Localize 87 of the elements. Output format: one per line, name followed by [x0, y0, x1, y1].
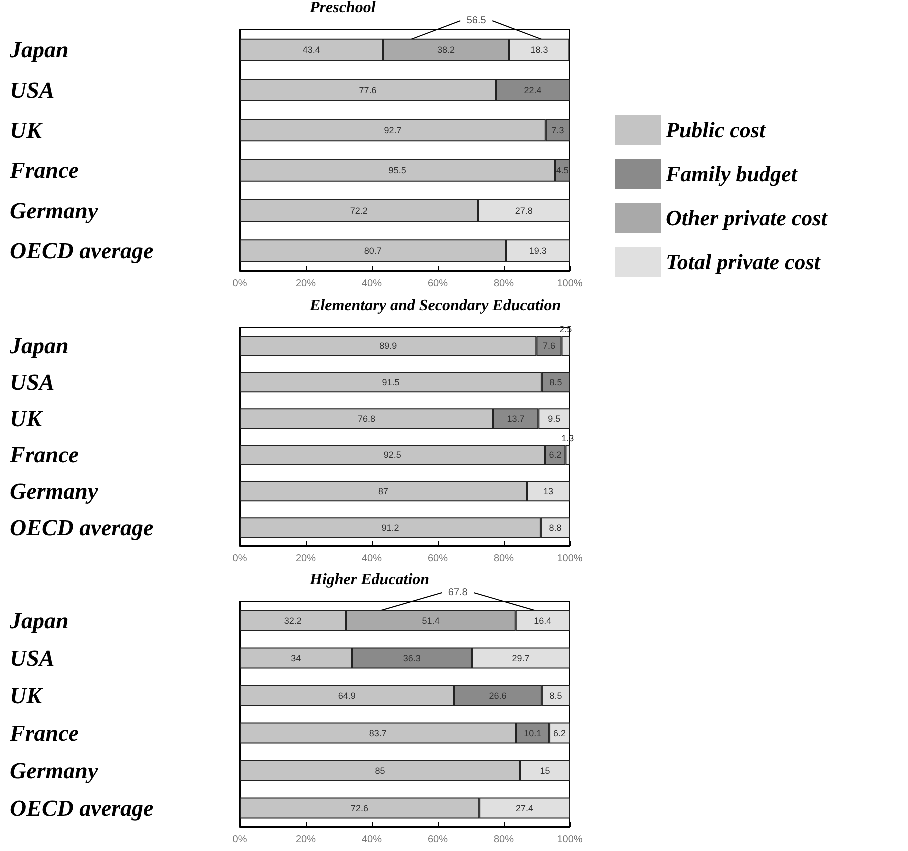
x-tick-label: 100% — [557, 554, 583, 564]
y-tick-label: OECD average — [10, 238, 154, 264]
data-label: 15 — [540, 766, 550, 776]
data-label: 72.6 — [351, 803, 369, 814]
data-label: 27.4 — [516, 803, 534, 814]
x-tick-label: 80% — [494, 834, 514, 846]
data-label: 13 — [544, 486, 554, 496]
data-label: 38.2 — [437, 45, 456, 56]
data-label: 64.9 — [338, 690, 356, 701]
y-tick-label: USA — [10, 646, 55, 671]
y-tick-label: Japan — [9, 38, 69, 63]
data-label: 72.2 — [350, 206, 368, 216]
y-tick-label: OECD average — [10, 515, 154, 540]
x-tick-label: 20% — [296, 554, 316, 564]
data-label: 83.7 — [369, 728, 387, 738]
data-label: 6.2 — [554, 728, 566, 738]
x-tick-label: 40% — [362, 834, 382, 846]
data-label: 18.3 — [530, 45, 548, 56]
data-label: 89.9 — [380, 341, 398, 352]
data-label: 92.7 — [384, 125, 402, 136]
data-label: 87 — [378, 486, 389, 496]
y-tick-label: France — [9, 442, 79, 468]
data-label: 85 — [375, 766, 386, 776]
y-tick-label: UK — [10, 406, 44, 432]
x-tick-label: 60% — [428, 554, 448, 564]
data-label: 77.6 — [359, 85, 377, 96]
data-label: 16.4 — [534, 616, 552, 626]
legend-label: Other private cost — [666, 206, 828, 230]
data-label: 43.4 — [302, 45, 320, 56]
data-label: 27.8 — [515, 206, 533, 216]
annotation: 67.8 — [448, 588, 468, 598]
x-tick-label: 20% — [296, 834, 316, 846]
y-tick-label: Germany — [10, 479, 99, 504]
x-tick-label: 40% — [362, 278, 382, 290]
y-tick-label: OECD average — [10, 796, 154, 821]
annotation: 56.5 — [466, 16, 487, 26]
x-tick-label: 80% — [494, 554, 514, 564]
x-tick-label: 60% — [428, 834, 448, 846]
data-label: 51.4 — [422, 616, 440, 626]
y-tick-label: Germany — [10, 198, 99, 224]
data-label: 80.7 — [364, 246, 382, 256]
chart-title: Higher Education — [309, 572, 430, 588]
chart-title: Preschool — [309, 0, 376, 16]
legend-label: Family budget — [665, 162, 798, 186]
x-tick-label: 0% — [232, 554, 248, 564]
data-label: 29.7 — [512, 653, 530, 664]
x-tick-label: 0% — [232, 834, 248, 846]
x-tick-label: 40% — [362, 554, 382, 564]
y-tick-label: UK — [10, 683, 44, 708]
y-tick-label: USA — [10, 78, 55, 103]
data-label: 92.5 — [384, 450, 402, 460]
data-label: 13.7 — [507, 414, 525, 424]
y-tick-label: France — [9, 720, 79, 746]
data-label: 34 — [291, 653, 302, 664]
data-label: 7.3 — [552, 125, 564, 136]
legend-label: Total private cost — [666, 250, 822, 274]
data-label: 8.5 — [550, 690, 562, 701]
data-label: 95.5 — [388, 166, 406, 176]
data-label: 4.5 — [556, 166, 569, 176]
data-label: 36.3 — [403, 653, 421, 664]
data-label: 8.8 — [549, 522, 562, 533]
data-label: 19.3 — [529, 246, 547, 256]
y-tick-label: Japan — [9, 334, 69, 359]
data-label: 32.2 — [284, 616, 302, 626]
y-tick-label: USA — [10, 370, 55, 395]
data-label: 7.6 — [542, 341, 556, 352]
x-tick-label: 20% — [296, 278, 316, 290]
data-label: 76.8 — [358, 414, 376, 424]
y-tick-label: France — [9, 158, 79, 184]
x-tick-label: 60% — [428, 278, 448, 290]
legend-label: Public cost — [665, 118, 766, 142]
x-tick-label: 100% — [557, 834, 583, 846]
data-label: 10.1 — [524, 728, 542, 738]
data-label: 22.4 — [524, 85, 542, 96]
data-label: 9.5 — [548, 414, 561, 424]
data-label: 26.6 — [489, 690, 507, 701]
chart-title: Elementary and Secondary Education — [309, 298, 562, 314]
x-tick-label: 80% — [494, 278, 514, 290]
y-tick-label: Germany — [10, 758, 99, 784]
data-label: 91.5 — [382, 378, 400, 388]
x-tick-label: 100% — [557, 278, 583, 290]
y-tick-label: Japan — [9, 608, 69, 634]
data-label: 6.2 — [549, 450, 562, 460]
data-label: 91.2 — [382, 522, 400, 533]
y-tick-label: UK — [10, 118, 44, 143]
data-label: 8.5 — [550, 378, 562, 388]
x-tick-label: 0% — [232, 278, 248, 290]
